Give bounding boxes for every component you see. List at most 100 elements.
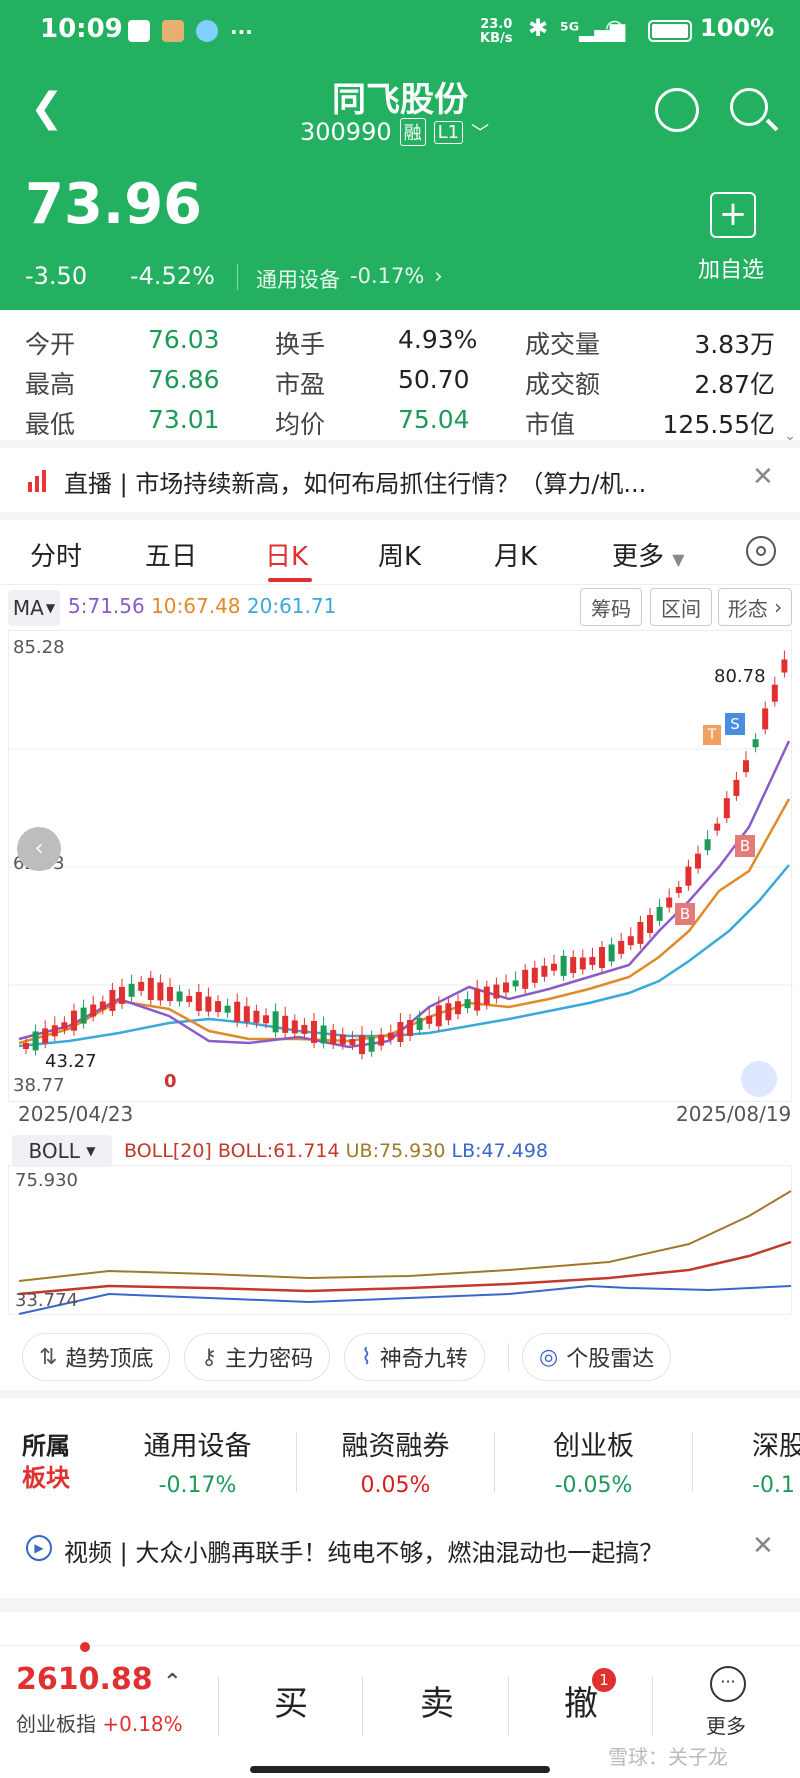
candle-body [195, 992, 202, 1012]
candle-body [109, 989, 116, 1011]
candle-body [627, 936, 634, 946]
candle-body [176, 991, 183, 1002]
stock-code-row[interactable]: 300990 融 L1 ﹀ [300, 118, 489, 146]
candle-body [781, 659, 788, 673]
kline-chart[interactable]: 85.28 62.03 38.77 80.78 43.27 ‹ 0 B S B … [8, 630, 793, 1102]
sell-button[interactable]: 卖 [420, 1684, 454, 1724]
pattern-button[interactable]: 形态 › [718, 588, 792, 626]
boll-axis-top: 75.930 [15, 1170, 78, 1191]
main-force-button[interactable]: ⚷ 主力密码 [184, 1333, 331, 1381]
tab-daily-k[interactable]: 日K [265, 542, 309, 572]
stock-code: 300990 [300, 118, 392, 146]
more-label[interactable]: 更多 [706, 1714, 746, 1738]
ma-selector[interactable]: MA ▼ [8, 590, 60, 626]
tab-intraday[interactable]: 分时 [30, 542, 83, 572]
candle-body [589, 956, 596, 965]
bluetooth-icon: ✱ [528, 14, 549, 42]
buy-button[interactable]: 买 [274, 1684, 308, 1724]
boll-selector[interactable]: BOLL ▼ [12, 1135, 112, 1167]
refresh-icon[interactable] [655, 88, 699, 132]
settings-icon[interactable] [746, 536, 776, 566]
candle-body [128, 983, 135, 997]
candle-body [531, 967, 538, 983]
candle-body [320, 1025, 327, 1044]
stat-market-cap: 125.55亿 [662, 410, 775, 439]
search-icon[interactable] [730, 88, 779, 132]
play-icon: ▶ [26, 1535, 52, 1561]
tab-weekly-k[interactable]: 周K [378, 542, 422, 572]
back-icon[interactable]: ❮ [30, 85, 64, 131]
stats-panel: 今开 76.03 最高 76.86 最低 73.01 换手 4.93% 市盈 5… [0, 310, 800, 444]
candle-body [301, 1024, 308, 1034]
sector-card[interactable]: 创业板 -0.05% [553, 1431, 634, 1498]
price-axis-top: 85.28 [13, 637, 65, 658]
sector-card[interactable]: 融资融券 0.05% [341, 1431, 450, 1498]
price-change-pct: -4.52% [130, 262, 215, 290]
candle-body [685, 866, 692, 886]
candle-body [522, 969, 529, 989]
stat-volume: 3.83万 [694, 330, 775, 359]
cancel-order-button[interactable]: 撤 [564, 1684, 598, 1724]
tab-five-day[interactable]: 五日 [145, 542, 198, 572]
candle-body [541, 965, 548, 977]
candle-body [695, 853, 701, 869]
buy-marker: B [675, 903, 695, 925]
price-axis-bottom: 38.77 [13, 1075, 65, 1096]
live-news-banner[interactable]: 直播 | 市场持续新高，如何布局抓住行情？（算力/机... ✕ [0, 448, 800, 518]
candle-body [90, 1004, 97, 1017]
candle-body [474, 988, 481, 1011]
candle-body [426, 1015, 433, 1024]
sector-card[interactable]: 深股 -0.1 [752, 1431, 800, 1498]
candle-body [570, 957, 577, 974]
tab-monthly-k[interactable]: 月K [494, 542, 538, 572]
candle-body [378, 1034, 385, 1046]
fullscreen-icon[interactable] [741, 1061, 777, 1097]
candle-body [311, 1020, 317, 1043]
sector-card[interactable]: 通用设备 -0.17% [143, 1431, 252, 1498]
stat-high: 76.86 [148, 365, 220, 394]
candle-body [647, 914, 653, 933]
add-watchlist-button[interactable]: + [710, 192, 756, 238]
more-icon[interactable]: ··· [710, 1666, 746, 1702]
video-news-banner[interactable]: ▶ 视频 | 大众小鹏再联手！纯电不够，燃油混动也一起搞？ ✕ [0, 1515, 800, 1585]
chevron-up-icon: ⌃ [163, 1670, 182, 1695]
candle-body [272, 1011, 279, 1033]
trend-top-bottom-button[interactable]: ⇅ 趋势顶底 [22, 1333, 171, 1381]
candle-body [186, 996, 193, 1003]
chevron-left-icon[interactable]: ‹ [17, 827, 61, 871]
range-button[interactable]: 区间 [650, 588, 712, 626]
high-price-mark: 80.78 [714, 666, 766, 687]
close-icon[interactable]: ✕ [752, 1531, 774, 1561]
industry-link[interactable]: 通用设备 -0.17% › [256, 264, 443, 292]
candle-body [752, 739, 759, 748]
chevron-down-icon[interactable]: ⌄ [784, 428, 796, 444]
ma20-line [18, 864, 790, 1048]
boll-chart[interactable]: 75.930 33.774 [8, 1165, 792, 1315]
divider [0, 1390, 800, 1398]
candle-body [551, 963, 557, 971]
stat-label: 今开 [25, 330, 76, 359]
stock-radar-button[interactable]: ◎ 个股雷达 [522, 1333, 672, 1381]
boll-ub-value: UB:75.930 [345, 1140, 446, 1162]
close-icon[interactable]: ✕ [752, 462, 774, 492]
divider [0, 512, 800, 520]
candle-body [714, 823, 721, 831]
tab-more[interactable]: 更多 ▼ [612, 542, 685, 572]
battery-level: 100% [700, 14, 775, 42]
add-watchlist-label[interactable]: 加自选 [698, 258, 765, 283]
magic-nine-button[interactable]: ⌇ 神奇九转 [344, 1333, 485, 1381]
candle-body [349, 1039, 356, 1046]
divider [218, 1676, 219, 1736]
stat-label: 均价 [275, 410, 326, 439]
candle-body [368, 1036, 375, 1052]
candle-body [464, 999, 471, 1009]
candle-body [503, 982, 509, 993]
candle-body [483, 986, 490, 1005]
index-value[interactable]: 2610.88 ⌃ [16, 1662, 182, 1697]
candle-body [599, 946, 605, 968]
candle-body [291, 1020, 298, 1034]
ma5-value: 5:71.56 [68, 594, 145, 618]
watermark: 雪球：关子龙 [608, 1745, 728, 1769]
candle-body [138, 981, 145, 991]
chips-button[interactable]: 筹码 [580, 588, 642, 626]
